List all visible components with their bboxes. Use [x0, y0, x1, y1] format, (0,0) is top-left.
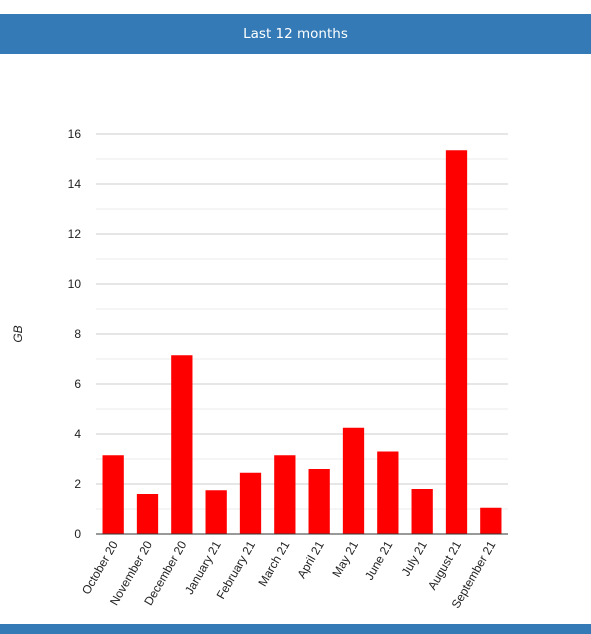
y-tick-label: 16 — [68, 127, 82, 141]
x-tick-label: August 21 — [425, 538, 464, 592]
y-tick-label: 6 — [74, 377, 81, 391]
x-tick-label: May 21 — [329, 538, 361, 579]
bar — [274, 455, 296, 534]
y-tick-label: 10 — [68, 277, 82, 291]
bar — [342, 427, 365, 534]
footer-bar — [0, 624, 591, 634]
bar — [445, 150, 468, 534]
y-tick-label: 8 — [74, 327, 81, 341]
bar — [205, 490, 227, 534]
bar — [102, 455, 124, 534]
x-tick-label: July 21 — [399, 538, 430, 578]
y-tick-label: 14 — [68, 177, 82, 191]
bar — [308, 469, 330, 534]
y-axis-ticks: 0 2 4 6 8 10 12 14 16 — [68, 127, 82, 541]
panel-title: Last 12 months — [243, 26, 348, 42]
bar — [480, 507, 502, 534]
gridlines — [96, 133, 508, 510]
x-tick-label: March 21 — [255, 538, 292, 589]
y-tick-label: 2 — [74, 477, 81, 491]
y-axis-label: GB — [11, 325, 25, 342]
bar — [377, 451, 399, 534]
bar — [239, 472, 262, 534]
y-tick-label: 4 — [74, 427, 81, 441]
x-tick-label: June 21 — [362, 538, 396, 582]
bar — [411, 489, 433, 534]
bar — [171, 355, 193, 534]
bar — [136, 494, 159, 534]
y-tick-label: 0 — [74, 527, 81, 541]
y-tick-label: 12 — [68, 227, 82, 241]
x-tick-label: April 21 — [294, 538, 327, 581]
bars — [102, 150, 502, 534]
panel-header: Last 12 months — [0, 14, 591, 54]
